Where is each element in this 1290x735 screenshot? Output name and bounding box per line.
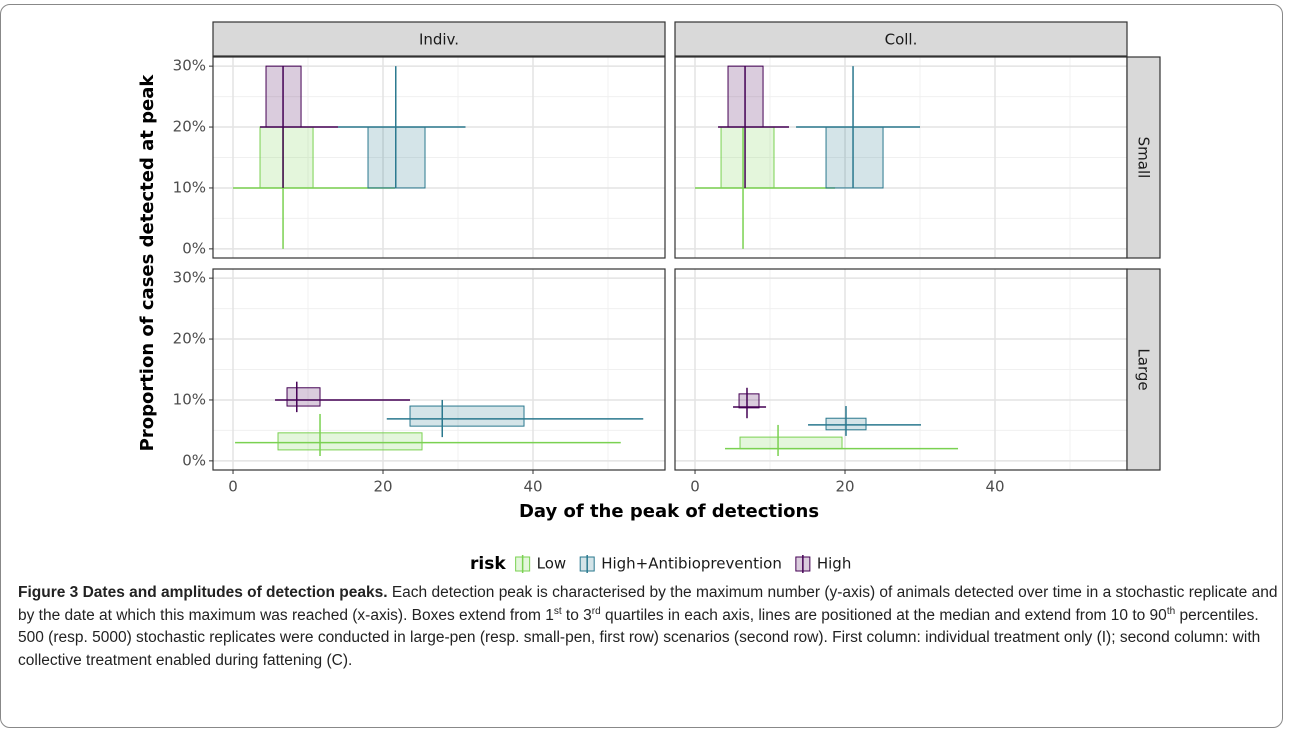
strip [1126, 268, 1161, 471]
caption-text: Each detection peak is characterised by … [18, 584, 1278, 624]
strip-label: Indiv. [419, 31, 459, 49]
strip-label: Small [1135, 137, 1153, 179]
strip-label: Coll. [885, 31, 918, 49]
strip [1126, 56, 1161, 259]
box [825, 126, 884, 189]
x-tick-label: 20 [835, 478, 854, 496]
caption-title: Dates and amplitudes of detection peaks. [82, 584, 388, 601]
strip [674, 21, 1128, 57]
chart: Proportion of cases detected at peak Day… [137, 21, 1161, 574]
x-axis-title: Day of the peak of detections [519, 501, 819, 522]
y-tick-label: 10% [173, 178, 206, 196]
legend-label: High [817, 555, 851, 573]
strip [212, 21, 666, 57]
caption-text: quartiles in each axis, lines are positi… [600, 606, 1167, 624]
box [720, 126, 775, 189]
panel-border [212, 56, 666, 259]
legend: risk Low High+Antibioprevention High [470, 554, 851, 574]
x-tick-label: 0 [690, 478, 700, 496]
y-tick-label: 20% [173, 118, 206, 136]
legend-label: Low [537, 555, 567, 573]
caption-superscript: th [1166, 605, 1176, 617]
legend-title: risk [470, 554, 506, 574]
caption-superscript: st [553, 605, 562, 617]
box [739, 436, 843, 450]
y-tick-label: 30% [173, 57, 206, 75]
figure-frame [0, 4, 1283, 728]
y-axis-title: Proportion of cases detected at peak [137, 74, 158, 452]
y-tick-label: 10% [173, 390, 206, 408]
y-tick-label: 30% [173, 269, 206, 287]
box [259, 126, 314, 189]
x-tick-label: 40 [985, 478, 1004, 496]
box [277, 432, 423, 451]
x-tick-label: 20 [373, 478, 392, 496]
panel-border [212, 268, 666, 471]
y-tick-label: 20% [173, 330, 206, 348]
legend-label: High+Antibioprevention [601, 555, 782, 573]
y-tick-label: 0% [182, 239, 206, 257]
caption-superscript: rd [591, 605, 601, 617]
box [409, 405, 525, 427]
caption: Figure 3 Dates and amplitudes of detecti… [18, 582, 1280, 672]
box [738, 393, 760, 409]
y-tick-label: 0% [182, 451, 206, 469]
box [286, 387, 321, 407]
caption-text: percentiles. 500 (resp. 5000) stochastic… [18, 606, 1261, 669]
caption-label: Figure 3 [18, 584, 79, 601]
caption-text: to 3 [561, 606, 592, 624]
strip-label: Large [1135, 348, 1153, 390]
x-tick-label: 40 [523, 478, 542, 496]
x-tick-label: 0 [228, 478, 238, 496]
